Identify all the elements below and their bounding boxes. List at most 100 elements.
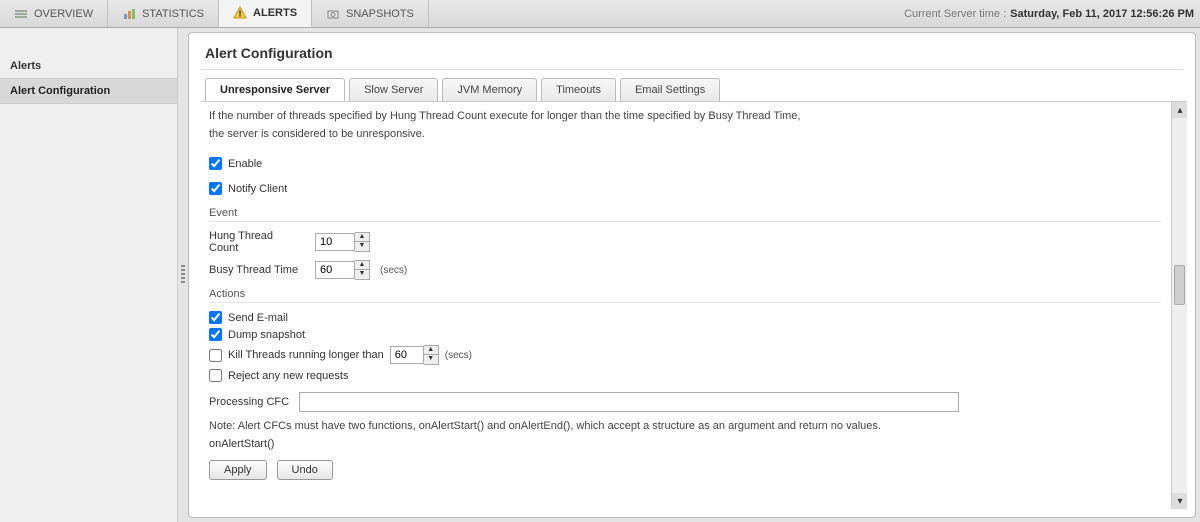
stats-icon (122, 7, 136, 21)
inner-tab-timeouts[interactable]: Timeouts (541, 78, 616, 101)
tab-statistics-label: STATISTICS (142, 8, 204, 20)
undo-label: Undo (292, 464, 318, 476)
divider (209, 221, 1161, 222)
enable-row: Enable (209, 157, 1161, 170)
top-nav: OVERVIEW STATISTICS ALERTS SNAPSHOTS Cur… (0, 0, 1200, 28)
kill-input[interactable] (390, 346, 424, 364)
event-header: Event (209, 207, 1161, 219)
enable-checkbox[interactable] (209, 157, 222, 170)
dump-label: Dump snapshot (228, 329, 305, 341)
kill-label: Kill Threads running longer than (228, 349, 384, 361)
notify-checkbox[interactable] (209, 182, 222, 195)
server-time-label: Current Server time : (904, 8, 1006, 20)
spin-up-icon[interactable]: ▲ (355, 233, 369, 242)
kill-secs-unit: (secs) (445, 350, 472, 361)
tab-snapshots[interactable]: SNAPSHOTS (312, 0, 429, 27)
kill-spinner: ▲ ▼ (390, 345, 439, 365)
sidebar-item-alert-configuration[interactable]: Alert Configuration (0, 78, 177, 104)
sidebar-header: Alerts (0, 54, 177, 78)
inner-tab-email-settings[interactable]: Email Settings (620, 78, 720, 101)
tab-alerts-label: ALERTS (253, 7, 297, 19)
divider (209, 302, 1161, 303)
reject-checkbox[interactable] (209, 369, 222, 382)
hung-thread-row: Hung Thread Count ▲ ▼ (209, 230, 1161, 254)
splitter-handle-icon (181, 265, 185, 285)
kill-checkbox[interactable] (209, 349, 222, 362)
undo-button[interactable]: Undo (277, 460, 333, 480)
server-time: Current Server time : Saturday, Feb 11, … (898, 0, 1200, 27)
inner-tab-slow-server[interactable]: Slow Server (349, 78, 438, 101)
busy-thread-row: Busy Thread Time ▲ ▼ (secs) (209, 260, 1161, 280)
snapshot-icon (326, 7, 340, 21)
button-row: Apply Undo (209, 460, 1161, 480)
scroll-down-icon[interactable]: ▾ (1172, 493, 1187, 509)
hung-label: Hung Thread Count (209, 230, 305, 254)
description: If the number of threads specified by Hu… (209, 108, 1161, 143)
spin-down-icon[interactable]: ▼ (355, 270, 369, 279)
panel-title: Alert Configuration (189, 33, 1195, 67)
hung-spinner: ▲ ▼ (315, 232, 370, 252)
inner-tab-label: Slow Server (364, 84, 423, 96)
kill-row: Kill Threads running longer than ▲ ▼ (se… (209, 345, 1161, 365)
overview-icon (14, 7, 28, 21)
main-wrap: Alert Configuration Unresponsive Server … (188, 28, 1200, 522)
tab-snapshots-label: SNAPSHOTS (346, 8, 414, 20)
tab-alerts[interactable]: ALERTS (219, 0, 312, 27)
hung-input[interactable] (315, 233, 355, 251)
busy-spinner: ▲ ▼ (315, 260, 370, 280)
spin-up-icon[interactable]: ▲ (424, 346, 438, 355)
splitter[interactable] (178, 28, 188, 522)
scroll-up-icon[interactable]: ▴ (1172, 102, 1187, 118)
server-time-value: Saturday, Feb 11, 2017 12:56:26 PM (1010, 8, 1194, 20)
inner-tab-label: JVM Memory (457, 84, 522, 96)
processing-input[interactable] (299, 392, 959, 412)
notify-row: Notify Client (209, 182, 1161, 195)
cfc-note: Note: Alert CFCs must have two functions… (209, 420, 1161, 432)
inner-tab-jvm-memory[interactable]: JVM Memory (442, 78, 537, 101)
inner-tab-label: Timeouts (556, 84, 601, 96)
spin-down-icon[interactable]: ▼ (355, 242, 369, 251)
tab-overview-label: OVERVIEW (34, 8, 93, 20)
spin-down-icon[interactable]: ▼ (424, 355, 438, 364)
send-email-row: Send E-mail (209, 311, 1161, 324)
topbar-spacer (429, 0, 898, 27)
processing-label: Processing CFC (209, 396, 289, 408)
spinner-buttons: ▲ ▼ (424, 345, 439, 365)
tab-statistics[interactable]: STATISTICS (108, 0, 219, 27)
inner-tab-label: Unresponsive Server (220, 84, 330, 96)
send-email-checkbox[interactable] (209, 311, 222, 324)
app-root: OVERVIEW STATISTICS ALERTS SNAPSHOTS Cur… (0, 0, 1200, 522)
notify-label: Notify Client (228, 183, 287, 195)
panel-alert-config: Alert Configuration Unresponsive Server … (188, 32, 1196, 518)
content-scroll: If the number of threads specified by Hu… (201, 102, 1169, 509)
dump-checkbox[interactable] (209, 328, 222, 341)
alert-icon (233, 6, 247, 20)
busy-input[interactable] (315, 261, 355, 279)
reject-label: Reject any new requests (228, 370, 348, 382)
spin-up-icon[interactable]: ▲ (355, 261, 369, 270)
sidebar-item-label: Alert Configuration (10, 85, 110, 97)
body: Alerts Alert Configuration Alert Configu… (0, 28, 1200, 522)
send-email-label: Send E-mail (228, 312, 288, 324)
dump-row: Dump snapshot (209, 328, 1161, 341)
spinner-buttons: ▲ ▼ (355, 260, 370, 280)
description-line1: If the number of threads specified by Hu… (209, 108, 1161, 126)
apply-button[interactable]: Apply (209, 460, 267, 480)
inner-tab-unresponsive[interactable]: Unresponsive Server (205, 78, 345, 101)
tab-overview[interactable]: OVERVIEW (0, 0, 108, 27)
description-line2: the server is considered to be unrespons… (209, 126, 1161, 144)
secs-unit: (secs) (380, 265, 407, 276)
inner-tab-label: Email Settings (635, 84, 705, 96)
inner-tabs: Unresponsive Server Slow Server JVM Memo… (189, 78, 1195, 101)
sidebar: Alerts Alert Configuration (0, 28, 178, 522)
scrollbar[interactable]: ▴ ▾ (1171, 102, 1187, 509)
func-name: onAlertStart() (209, 438, 1161, 450)
busy-label: Busy Thread Time (209, 264, 305, 276)
reject-row: Reject any new requests (209, 369, 1161, 382)
scroll-thumb[interactable] (1174, 265, 1185, 305)
processing-cfc-row: Processing CFC (209, 392, 1161, 412)
actions-header: Actions (209, 288, 1161, 300)
content-area: If the number of threads specified by Hu… (201, 101, 1187, 509)
spinner-buttons: ▲ ▼ (355, 232, 370, 252)
enable-label: Enable (228, 158, 262, 170)
